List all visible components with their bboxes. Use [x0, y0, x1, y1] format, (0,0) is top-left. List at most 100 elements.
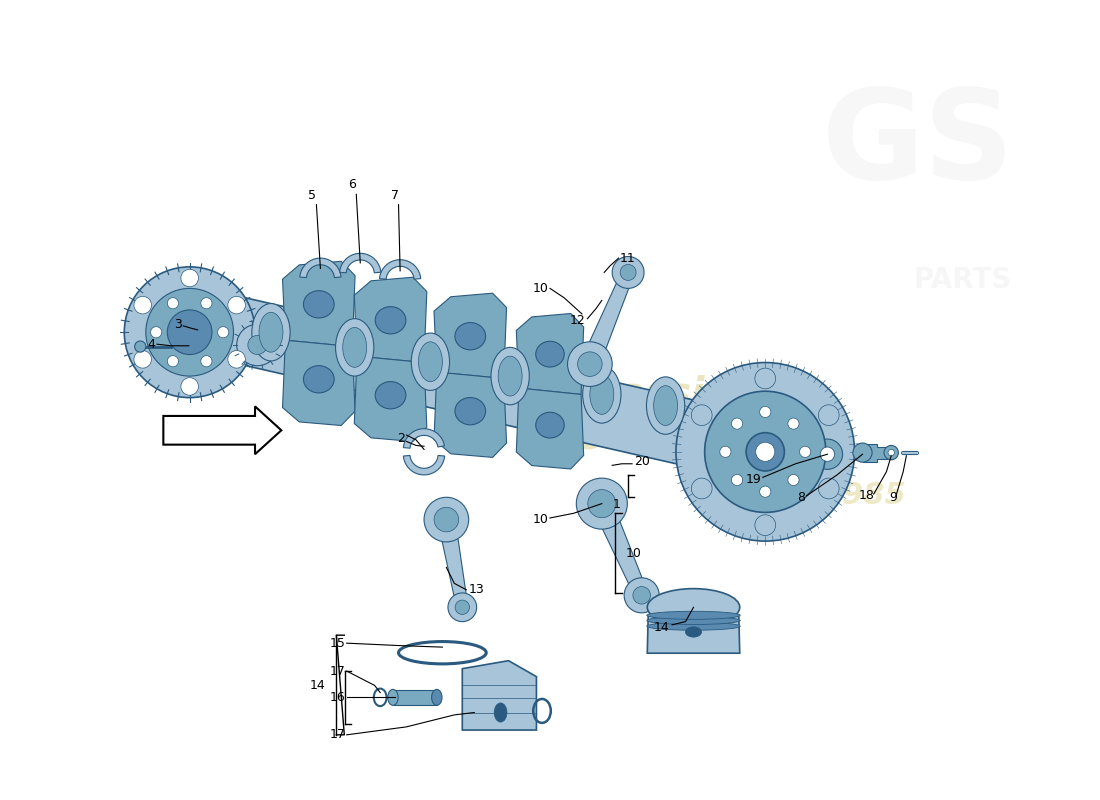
- Polygon shape: [516, 314, 584, 394]
- Circle shape: [218, 326, 229, 338]
- Text: 15: 15: [329, 637, 345, 650]
- Ellipse shape: [536, 342, 564, 367]
- Circle shape: [568, 342, 613, 386]
- Text: 5: 5: [308, 190, 317, 202]
- Polygon shape: [239, 296, 693, 468]
- Text: 19: 19: [746, 474, 761, 486]
- Ellipse shape: [375, 306, 406, 334]
- Ellipse shape: [647, 377, 684, 434]
- Circle shape: [884, 446, 899, 460]
- Circle shape: [578, 352, 602, 377]
- Circle shape: [676, 362, 855, 541]
- Circle shape: [692, 478, 712, 499]
- Text: 9: 9: [889, 490, 896, 504]
- Circle shape: [228, 296, 245, 314]
- Polygon shape: [592, 499, 648, 598]
- Circle shape: [719, 446, 732, 458]
- Circle shape: [587, 490, 616, 518]
- Circle shape: [818, 478, 839, 499]
- Text: 4: 4: [147, 338, 155, 350]
- Ellipse shape: [491, 347, 529, 405]
- Text: 16: 16: [329, 691, 345, 704]
- Circle shape: [788, 418, 799, 430]
- Circle shape: [448, 593, 476, 622]
- Circle shape: [800, 446, 811, 458]
- Ellipse shape: [431, 690, 442, 706]
- Circle shape: [788, 474, 799, 486]
- Polygon shape: [354, 356, 427, 442]
- Circle shape: [760, 406, 771, 418]
- Ellipse shape: [455, 322, 485, 350]
- Polygon shape: [434, 372, 507, 458]
- Polygon shape: [354, 278, 427, 362]
- Circle shape: [760, 486, 771, 498]
- Ellipse shape: [336, 318, 374, 376]
- Ellipse shape: [455, 398, 485, 425]
- Circle shape: [167, 310, 212, 354]
- Ellipse shape: [590, 374, 614, 414]
- Ellipse shape: [494, 703, 507, 722]
- Circle shape: [705, 391, 826, 513]
- Circle shape: [455, 600, 470, 614]
- Ellipse shape: [258, 312, 283, 352]
- Polygon shape: [379, 260, 421, 279]
- Polygon shape: [647, 616, 739, 653]
- Circle shape: [812, 439, 843, 470]
- Circle shape: [692, 405, 712, 426]
- Circle shape: [167, 298, 178, 309]
- Text: GS: GS: [822, 84, 1014, 206]
- Circle shape: [180, 378, 198, 395]
- Polygon shape: [462, 661, 537, 730]
- Polygon shape: [516, 388, 584, 469]
- Text: 8: 8: [798, 490, 805, 504]
- Circle shape: [821, 447, 835, 462]
- Text: 10: 10: [532, 282, 549, 295]
- Ellipse shape: [647, 611, 740, 619]
- Polygon shape: [300, 258, 341, 278]
- Text: PARTS: PARTS: [913, 266, 1011, 294]
- Text: 14: 14: [309, 679, 326, 692]
- Ellipse shape: [685, 626, 702, 637]
- Ellipse shape: [388, 690, 398, 706]
- Ellipse shape: [252, 303, 290, 361]
- Text: 6: 6: [349, 178, 356, 191]
- Text: 12: 12: [570, 314, 586, 326]
- Circle shape: [201, 298, 212, 309]
- Circle shape: [576, 478, 627, 529]
- Ellipse shape: [498, 356, 522, 396]
- Circle shape: [755, 515, 775, 535]
- Circle shape: [124, 267, 255, 398]
- Polygon shape: [283, 340, 355, 426]
- Ellipse shape: [647, 589, 739, 626]
- Ellipse shape: [653, 386, 678, 426]
- Polygon shape: [283, 262, 355, 346]
- Text: since 1985: since 1985: [720, 481, 905, 510]
- Circle shape: [632, 586, 650, 604]
- Circle shape: [852, 443, 872, 462]
- Circle shape: [620, 265, 636, 281]
- Circle shape: [248, 335, 267, 354]
- Polygon shape: [404, 455, 444, 475]
- Polygon shape: [404, 429, 444, 448]
- Circle shape: [146, 288, 233, 376]
- Circle shape: [756, 442, 774, 462]
- Circle shape: [134, 296, 152, 314]
- Text: 7: 7: [390, 190, 398, 202]
- Text: 11: 11: [620, 251, 636, 265]
- Polygon shape: [340, 254, 381, 273]
- Polygon shape: [438, 518, 468, 608]
- Text: 10: 10: [532, 513, 549, 526]
- Ellipse shape: [343, 327, 366, 367]
- Circle shape: [201, 356, 212, 367]
- Text: 2: 2: [397, 432, 405, 445]
- Circle shape: [134, 341, 146, 352]
- Ellipse shape: [304, 366, 334, 393]
- Ellipse shape: [304, 290, 334, 318]
- Text: 3: 3: [174, 318, 182, 330]
- Ellipse shape: [418, 342, 442, 382]
- Text: 17: 17: [329, 665, 345, 678]
- Circle shape: [818, 405, 839, 426]
- Circle shape: [134, 350, 152, 368]
- Ellipse shape: [583, 366, 621, 423]
- Circle shape: [180, 270, 198, 286]
